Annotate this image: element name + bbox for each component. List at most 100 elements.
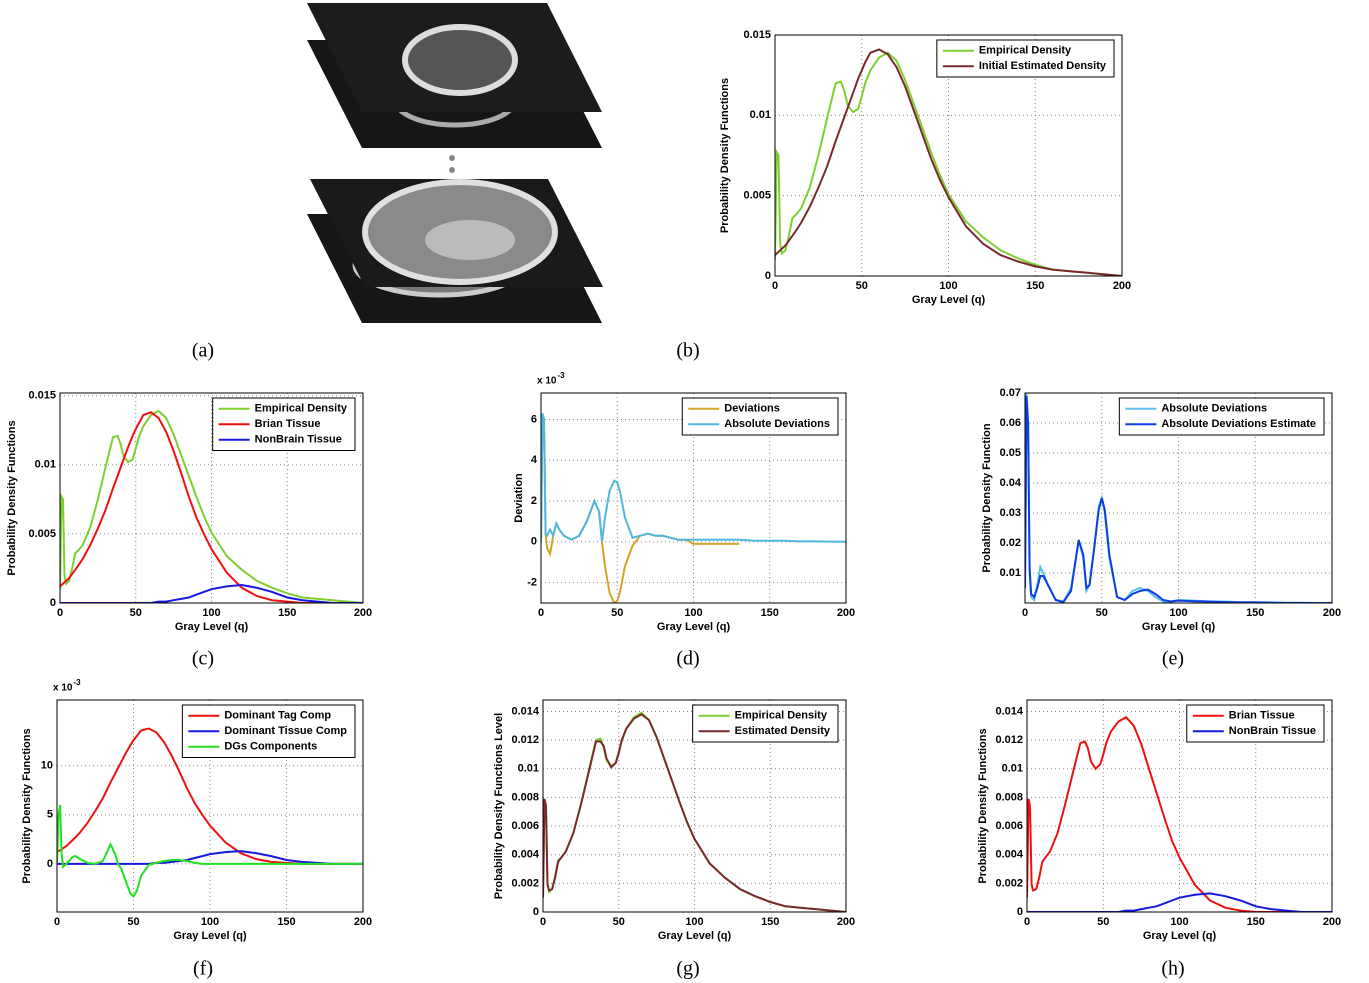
series-line (60, 583, 363, 603)
x-tick-label: 150 (761, 607, 779, 619)
legend: Empirical Density Initial Estimated Densi… (936, 39, 1115, 78)
y-tick-label: 0.01 (1002, 763, 1023, 775)
legend: Empirical Density Brian Tissue NonBrain Ti… (212, 397, 356, 451)
y-tick-label: 5 (47, 809, 53, 821)
caption: (e) (1162, 648, 1184, 670)
x-tick-label: 200 (354, 916, 372, 928)
y-tick-label: 0.012 (995, 734, 1023, 746)
y-tick-label: 0 (765, 270, 771, 282)
axes-box (56, 699, 364, 913)
legend-label: Initial Estimated Density (979, 60, 1107, 72)
x-tick-label: 0 (540, 916, 546, 928)
x-tick-label: 100 (939, 280, 957, 292)
axes-box (542, 699, 847, 913)
y-tick-label: 0.006 (511, 820, 539, 832)
series-line (57, 850, 363, 865)
x-tick-label: 150 (278, 607, 296, 619)
y-tick-label: 0.02 (1000, 537, 1021, 549)
series-line (541, 413, 846, 543)
y-multiplier-exponent: -3 (73, 678, 81, 687)
x-tick-label: 200 (1323, 916, 1341, 928)
x-tick-label: 200 (1323, 607, 1341, 619)
y-tick-label: 0.01 (1000, 567, 1021, 579)
legend-label: Dominant Tissue Comp (224, 725, 347, 737)
legend-label: Absolute Deviations Estimate (1161, 418, 1316, 430)
axes-box (774, 34, 1123, 277)
y-multiplier: x 10 (53, 683, 73, 694)
x-axis-label: Gray Level (q) (175, 621, 249, 633)
y-tick-label: 6 (531, 413, 537, 425)
x-tick-label: 0 (1022, 607, 1028, 619)
y-tick-label: 0.03 (1000, 507, 1021, 519)
legend-label: DGs Components (224, 741, 317, 753)
x-tick-label: 0 (54, 916, 60, 928)
x-tick-label: 200 (837, 916, 855, 928)
series-line (1027, 715, 1332, 912)
legend-label: Empirical Density (735, 710, 828, 722)
y-tick-label: -2 (527, 577, 537, 589)
legend-label: Brian Tissue (255, 418, 321, 430)
legend-label: Empirical Density (979, 45, 1072, 57)
y-tick-label: 0.008 (511, 791, 539, 803)
y-tick-label: 0.008 (995, 791, 1023, 803)
y-axis-label: Deviation (513, 473, 525, 523)
legend-label: Absolute Deviations (724, 418, 830, 430)
series-line (543, 713, 846, 912)
y-tick-label: 0.005 (28, 528, 56, 540)
x-tick-label: 0 (57, 607, 63, 619)
x-tick-label: 100 (201, 916, 219, 928)
x-tick-label: 50 (1096, 607, 1108, 619)
x-tick-label: 200 (837, 607, 855, 619)
y-tick-label: 0.012 (511, 734, 539, 746)
x-axis-label: Gray Level (q) (657, 621, 731, 633)
legend-box (936, 39, 1115, 78)
x-tick-label: 50 (611, 607, 623, 619)
legend-label: NonBrain Tissue (255, 434, 342, 446)
legend: Empirical Density Estimated Density (692, 704, 839, 743)
y-tick-label: 0.04 (1000, 477, 1022, 489)
x-tick-label: 50 (613, 916, 625, 928)
y-tick-label: 0.01 (518, 763, 539, 775)
legend-box (681, 397, 839, 436)
y-tick-label: 0.006 (995, 820, 1023, 832)
legend-label: Deviations (724, 403, 780, 415)
x-tick-label: 0 (538, 607, 544, 619)
legend: Absolute Deviations Absolute Deviations E… (1118, 397, 1325, 436)
series-line (57, 727, 363, 865)
x-tick-label: 100 (685, 916, 703, 928)
series-line (1025, 395, 1332, 603)
y-axis-label: Probability Density Functions (6, 420, 18, 575)
x-tick-label: 0 (1024, 916, 1030, 928)
caption: (g) (676, 958, 699, 980)
legend: Deviations Absolute Deviations (681, 397, 839, 436)
y-tick-label: 0 (47, 858, 53, 870)
axes-box (1026, 699, 1333, 913)
series-line (60, 409, 363, 603)
y-tick-label: 0 (50, 597, 56, 609)
legend: Dominant Tag Comp Dominant Tissue Comp DGs… (181, 704, 356, 758)
series-line (60, 411, 363, 603)
y-tick-label: 0.015 (28, 390, 56, 402)
y-tick-label: 10 (41, 760, 53, 772)
series-line (775, 51, 1122, 276)
y-tick-label: 0.005 (743, 190, 771, 202)
legend-label: Brian Tissue (1229, 710, 1295, 722)
y-tick-label: 0.002 (995, 877, 1023, 889)
y-multiplier: x 10 (537, 376, 557, 387)
caption: (a) (192, 340, 214, 362)
legend-label: Estimated Density (735, 725, 831, 737)
axes-box (540, 392, 847, 604)
y-tick-label: 0.004 (511, 849, 539, 861)
caption: (f) (193, 958, 213, 980)
x-axis-label: Gray Level (q) (1142, 621, 1216, 633)
y-axis-label: Probability Density Functions (719, 78, 731, 233)
y-tick-label: 4 (531, 454, 538, 466)
x-axis-label: Gray Level (q) (658, 930, 732, 942)
caption: (h) (1161, 958, 1184, 980)
y-tick-label: 0.01 (750, 109, 771, 121)
y-tick-label: 0 (1017, 906, 1023, 918)
y-axis-label: Probability Density Functions (977, 728, 989, 883)
x-tick-label: 0 (772, 280, 778, 292)
y-tick-label: 0.06 (1000, 417, 1021, 429)
y-tick-label: 2 (531, 495, 537, 507)
